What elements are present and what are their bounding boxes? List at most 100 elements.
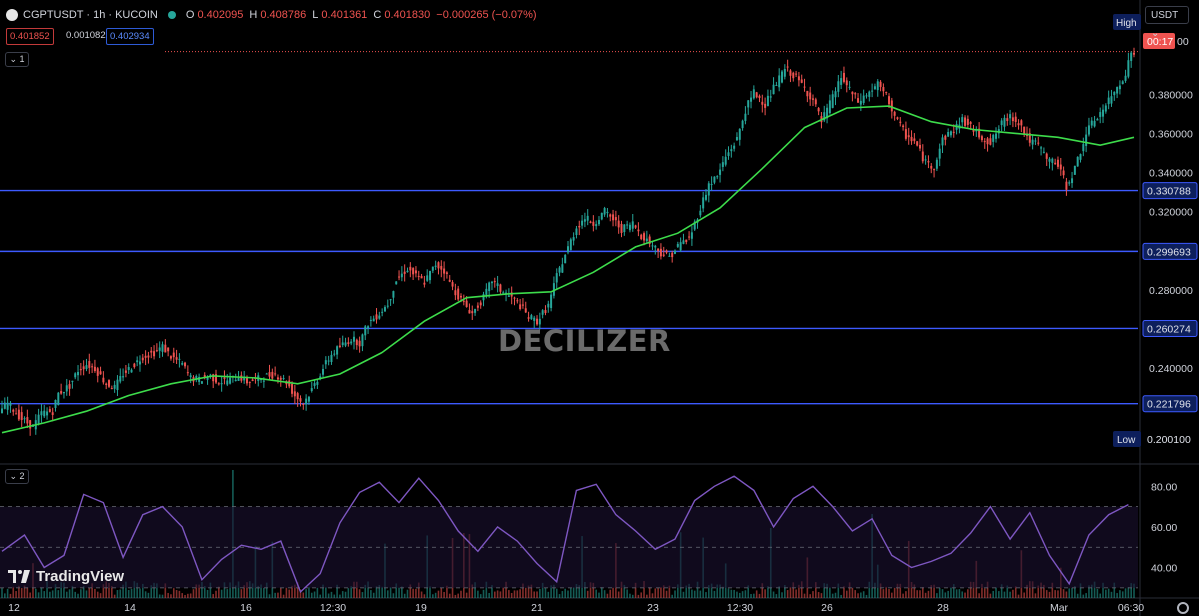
candle-body [493,281,496,283]
volume-bar [919,590,921,598]
volume-bar [139,588,141,598]
candle-body [220,383,223,385]
volume-bar [792,582,795,598]
volume-bar [223,582,226,598]
volume-bar [1107,588,1110,598]
volume-bar [558,594,561,598]
candle-body [302,403,305,405]
candle-body [862,95,865,103]
candle-body [79,369,82,371]
volume-bar [398,587,400,598]
candle-body [1079,154,1082,160]
candle-body [437,262,440,269]
volume-bar [347,588,350,598]
candle-body [555,273,558,283]
volume-bar [1105,589,1107,598]
volume-bar [350,586,352,598]
volume-bar [823,583,826,598]
volume-bar [299,589,302,598]
candle-body [367,326,370,329]
candle-body [398,276,401,278]
candle-body [1028,133,1031,143]
candle-body [918,144,921,149]
change-value: −0.000265 (−0.07%) [436,9,537,21]
candle-body [533,317,536,321]
volume-bar [798,584,800,598]
sell-price-button[interactable]: 0.401852 [6,28,54,45]
candle-body [431,266,434,271]
candle-body [857,98,860,103]
rsi-line[interactable] [1,475,1129,594]
high-label: H [249,9,258,21]
volume-bar [986,581,989,598]
volume-bar [9,593,12,598]
candle-body [947,131,950,137]
candle-body [581,220,584,226]
candle-body [744,113,747,121]
volume-bar [240,589,243,598]
volume-bar [727,588,730,598]
candle-body [161,344,164,352]
candle-body [868,91,871,97]
volume-bar [691,589,693,598]
main-legend-toggle[interactable]: ⌄ 1 [5,52,29,67]
price-axis-label: 0.320000 [1149,207,1193,219]
candle-body [234,379,237,382]
settings-gear-icon[interactable] [1177,602,1189,614]
volume-bar [998,591,1000,598]
candle-body [1059,164,1062,170]
candle-body [682,240,685,244]
candle-body [623,224,626,233]
volume-bar [406,589,409,598]
buy-price-button[interactable]: 0.402934 [106,28,154,45]
candle-body [1009,114,1012,119]
candle-body [797,76,800,81]
candle-body [733,145,736,149]
candle-body [1102,109,1105,117]
volume-bar [882,589,885,598]
tradingview-logo[interactable]: TradingView [8,568,124,585]
volume-bar [660,587,662,598]
volume-bar [831,593,834,598]
candle-body [203,375,206,378]
volume-bar [733,589,735,598]
sub-legend-toggle[interactable]: ⌄ 2 [5,469,29,484]
candle-body [1071,178,1074,184]
candle-body [558,267,561,273]
candle-body [789,70,792,76]
volume-bar [119,589,122,598]
volume-bar [319,594,321,598]
candle-body [23,418,26,420]
candle-body [657,248,660,252]
candle-body [155,350,158,352]
volume-bar [1113,582,1116,598]
currency-select[interactable]: USDT ⌄ [1145,6,1189,39]
candle-body [572,237,575,241]
volume-bar [60,582,62,598]
volume-bar [491,585,493,598]
volume-bar [15,591,17,598]
candle-body [986,138,989,145]
candle-body [634,225,637,228]
volume-bar [753,593,755,598]
candle-body [93,366,96,371]
volume-bar [161,594,164,598]
volume-bar [1017,594,1020,598]
volume-bar [111,586,113,598]
volume-bar [99,593,102,598]
volume-bar [967,589,969,598]
candle-body [1040,147,1043,149]
level-price-tag [1142,242,1198,260]
volume-bar [226,589,229,598]
volume-bar [936,593,938,598]
volume-bar [1099,593,1102,598]
symbol-title[interactable]: CGPTUSDT · 1h · KUCOIN [23,9,158,21]
open-label: O [185,9,195,21]
volume-bar [710,583,713,598]
volume-bar [68,589,71,598]
candle-body [243,376,246,381]
moving-average-line[interactable] [1,105,1135,434]
volume-bar [547,591,550,598]
volume-bar [1119,590,1121,598]
